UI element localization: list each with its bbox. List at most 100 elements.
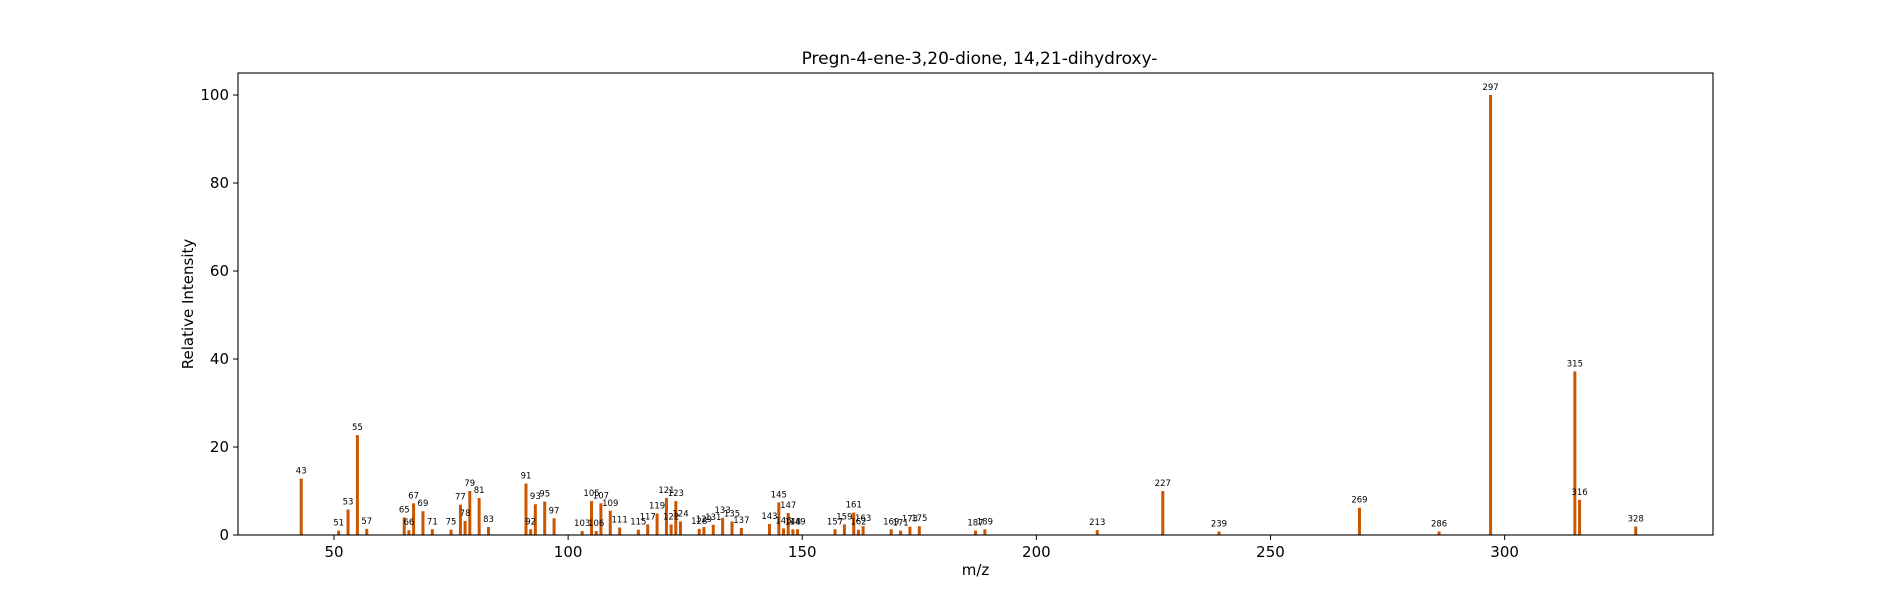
peak-label-121: 121	[658, 486, 674, 496]
peak-label-77: 77	[455, 493, 466, 503]
peak-label-145: 145	[771, 490, 787, 500]
peak-bar-105	[590, 501, 594, 535]
peak-bar-157	[833, 529, 837, 535]
peak-bar-239	[1217, 531, 1221, 535]
peak-label-65: 65	[399, 505, 410, 515]
peak-label-189: 189	[977, 517, 993, 527]
peak-bar-67	[412, 503, 416, 535]
peak-label-297: 297	[1482, 83, 1498, 93]
peak-label-135: 135	[724, 509, 740, 519]
peak-label-286: 286	[1431, 519, 1447, 529]
peak-bar-163	[861, 526, 865, 535]
peak-label-97: 97	[549, 506, 560, 516]
peak-bar-66	[407, 530, 411, 535]
peak-bar-81	[477, 498, 481, 535]
peak-label-137: 137	[733, 516, 749, 526]
peak-label-169: 169	[883, 517, 899, 527]
peak-bar-133	[721, 517, 725, 535]
peak-bar-83	[487, 527, 491, 535]
peak-bar-55	[355, 435, 359, 535]
y-axis-title: Relative Intensity	[179, 239, 197, 370]
peak-bar-69	[421, 511, 425, 535]
peak-label-71: 71	[427, 517, 438, 527]
peak-label-149: 149	[789, 517, 805, 527]
peak-bar-213	[1095, 530, 1099, 535]
peak-label-111: 111	[612, 516, 628, 526]
peak-label-122: 122	[663, 512, 679, 522]
peak-label-239: 239	[1211, 519, 1227, 529]
peak-label-105: 105	[583, 489, 599, 499]
peak-label-55: 55	[352, 423, 363, 433]
peak-bar-161	[852, 512, 856, 535]
peak-label-157: 157	[827, 517, 843, 527]
peak-bar-315	[1573, 371, 1577, 535]
peak-bar-128	[697, 528, 701, 535]
peak-label-93: 93	[530, 492, 541, 502]
peak-label-51: 51	[333, 519, 344, 529]
peak-label-117: 117	[640, 512, 656, 522]
peak-label-213: 213	[1089, 518, 1105, 528]
peak-bar-71	[430, 529, 434, 535]
peak-label-159: 159	[836, 512, 852, 522]
peak-label-143: 143	[761, 512, 777, 522]
peak-bar-286	[1437, 531, 1441, 535]
peak-label-173: 173	[902, 515, 918, 525]
peak-bar-123	[674, 501, 678, 535]
peak-bar-173	[908, 526, 912, 535]
x-axis-title: m/z	[962, 561, 990, 579]
peak-label-43: 43	[296, 467, 307, 477]
peak-label-133: 133	[715, 506, 731, 516]
peak-bar-135	[730, 521, 734, 535]
x-tick-label-300: 300	[1490, 543, 1519, 561]
peak-label-95: 95	[539, 490, 550, 500]
peak-label-316: 316	[1571, 488, 1587, 498]
peak-label-171: 171	[892, 519, 908, 529]
y-tick-label-60: 60	[210, 262, 229, 280]
x-tick-label-50: 50	[324, 543, 343, 561]
peak-bar-77	[458, 504, 462, 535]
peak-label-175: 175	[911, 514, 927, 524]
peak-bar-297	[1489, 95, 1493, 535]
peak-label-146: 146	[775, 516, 791, 526]
peak-bar-107	[599, 503, 603, 535]
peak-bar-92	[529, 529, 533, 535]
peak-bar-145	[777, 502, 781, 535]
peak-label-106: 106	[588, 519, 604, 529]
peak-bar-227	[1161, 491, 1165, 535]
peak-bar-119	[655, 513, 659, 535]
peak-bar-115	[636, 529, 640, 535]
peak-bar-169	[889, 529, 893, 535]
peak-bar-316	[1578, 499, 1582, 535]
peak-bar-148	[791, 529, 795, 535]
peak-label-131: 131	[705, 513, 721, 523]
peak-bar-124	[679, 521, 682, 535]
peak-label-109: 109	[602, 499, 618, 509]
peak-label-124: 124	[672, 509, 688, 519]
y-tick-label-0: 0	[219, 526, 229, 544]
y-axis-ticks: 0 20 40 60 80 100	[200, 86, 238, 544]
peak-bar-175	[917, 526, 921, 535]
peak-label-119: 119	[649, 501, 665, 511]
peak-bar-57	[365, 528, 369, 535]
peak-bar-117	[646, 524, 650, 535]
peak-bar-143	[767, 524, 771, 535]
peak-bar-97	[552, 518, 556, 535]
peak-bar-93	[533, 504, 537, 535]
peak-label-69: 69	[418, 499, 429, 509]
peak-bar-106	[594, 531, 598, 535]
peak-bar-328	[1634, 526, 1638, 535]
peak-bar-146	[782, 528, 786, 535]
peak-label-79: 79	[464, 479, 475, 489]
peak-label-147: 147	[780, 501, 796, 511]
peak-label-91: 91	[521, 472, 532, 482]
peak-bar-43	[299, 478, 303, 535]
x-tick-label-100: 100	[554, 543, 583, 561]
peak-bar-79	[468, 491, 472, 535]
peak-label-67: 67	[408, 491, 419, 501]
peak-label-57: 57	[361, 517, 372, 527]
peak-label-66: 66	[403, 518, 414, 528]
peak-bar-75	[449, 529, 453, 535]
x-axis-ticks: 50 100 150 200 250 300	[324, 535, 1519, 561]
peak-label-107: 107	[593, 491, 609, 501]
